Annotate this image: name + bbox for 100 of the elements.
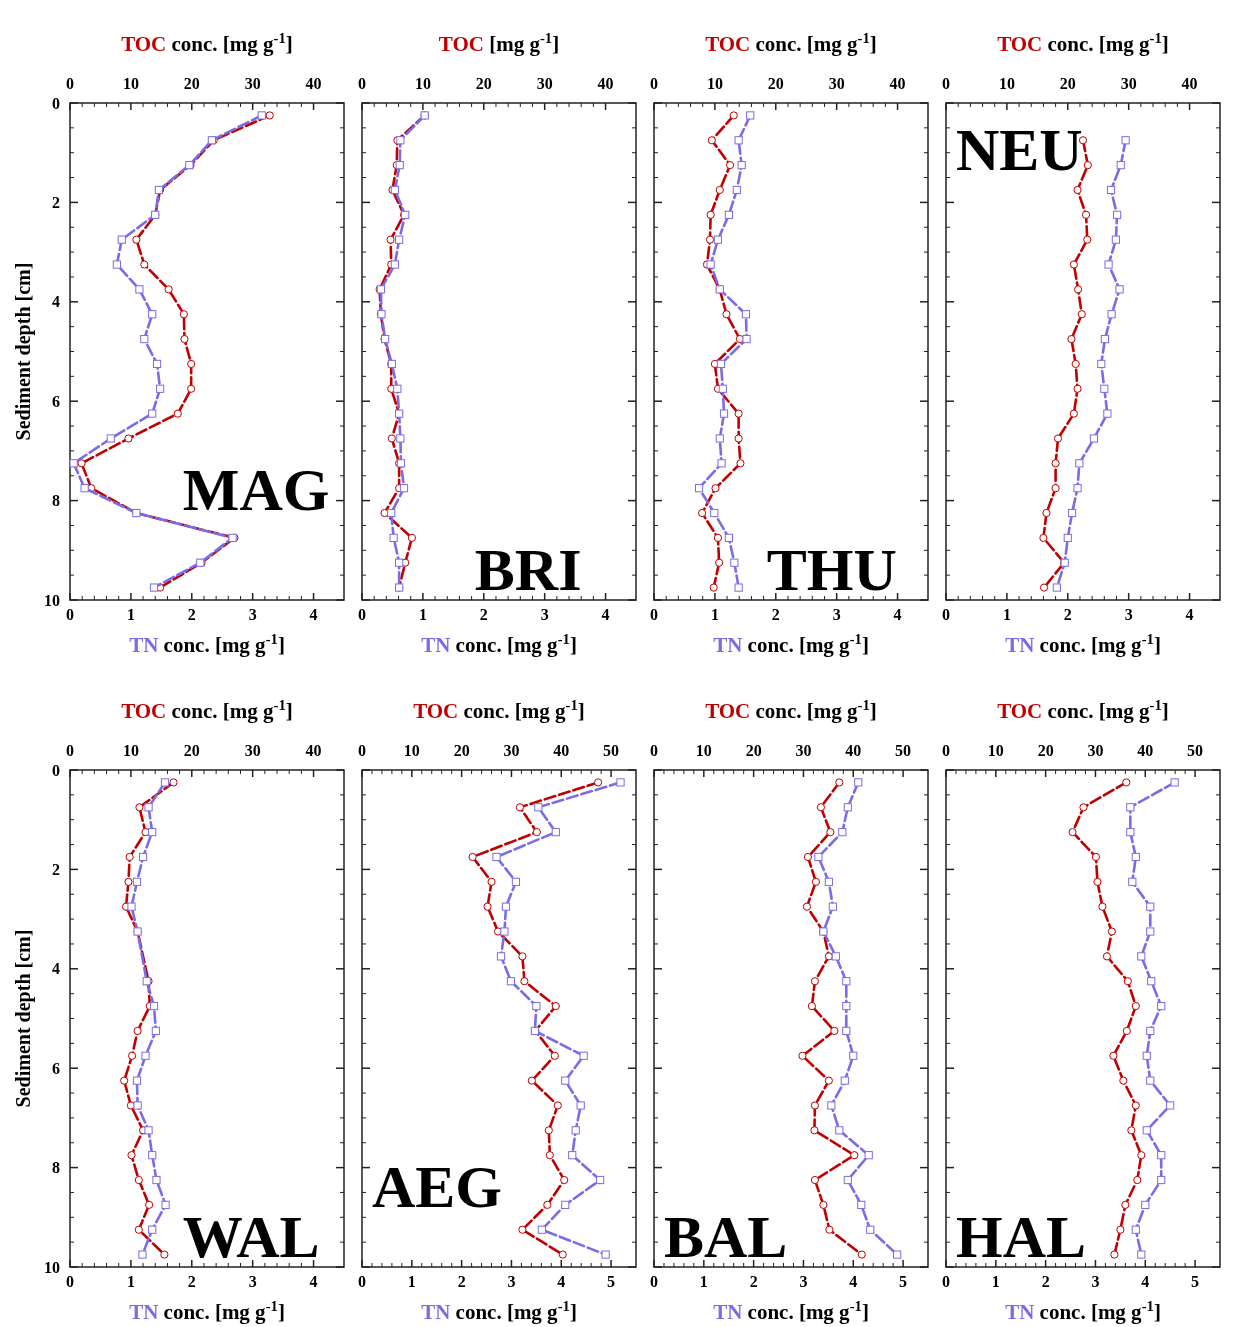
x-axis-title: TN conc. [mg g$^{-1}$] — [713, 1298, 869, 1324]
x-tick-label: 4 — [309, 1273, 318, 1290]
annotation: AEG — [372, 1154, 503, 1220]
x2-tick-label: 30 — [503, 742, 520, 759]
x2-axis-title: TOC [mg g$^{-1}$] — [438, 30, 560, 56]
x2-tick-label: 20 — [453, 742, 470, 759]
x-tick-label: 1 — [126, 606, 135, 623]
y-tick-label: 2 — [52, 861, 60, 878]
x2-tick-label: 0 — [66, 742, 74, 759]
x-axis-title: TN conc. [mg g$^{-1}$] — [1005, 631, 1161, 657]
annotation: BAL — [664, 1204, 788, 1270]
x-tick-label: 4 — [601, 606, 610, 623]
x2-tick-label: 30 — [1120, 75, 1137, 92]
x-tick-label: 4 — [309, 606, 318, 623]
x-tick-label: 4 — [1141, 1273, 1150, 1290]
x-axis-title: TN conc. [mg g$^{-1}$] — [713, 631, 869, 657]
x2-tick-label: 10 — [403, 742, 420, 759]
x-tick-label: 3 — [1124, 606, 1133, 623]
x-tick-label: 3 — [799, 1273, 808, 1290]
x2-axis-title: TOC conc. [mg g$^{-1}$] — [705, 30, 877, 56]
x2-tick-label: 20 — [183, 75, 200, 92]
x2-tick-label: 50 — [603, 742, 620, 759]
x-axis-title: TN conc. [mg g$^{-1}$] — [1005, 1298, 1161, 1324]
x2-tick-label: 10 — [695, 742, 712, 759]
x-tick-label: 5 — [899, 1273, 908, 1290]
x-tick-label: 3 — [540, 606, 549, 623]
x2-tick-label: 30 — [244, 75, 261, 92]
x2-tick-label: 20 — [1059, 75, 1076, 92]
x2-tick-label: 20 — [745, 742, 762, 759]
x2-tick-label: 50 — [1187, 742, 1204, 759]
x2-tick-label: 0 — [66, 75, 74, 92]
x-tick-label: 2 — [1063, 606, 1072, 623]
y-tick-label: 6 — [52, 392, 60, 410]
x2-tick-label: 0 — [358, 742, 366, 759]
x-tick-label: 1 — [991, 1273, 1000, 1290]
x2-tick-label: 10 — [122, 75, 139, 92]
y-tick-label: 4 — [52, 960, 60, 978]
x-tick-label: 4 — [849, 1273, 858, 1290]
x-tick-label: 0 — [358, 1273, 366, 1290]
x-tick-label: 2 — [457, 1273, 466, 1290]
x-tick-label: 0 — [358, 606, 366, 623]
x-tick-label: 1 — [418, 606, 427, 623]
x2-tick-label: 40 — [305, 75, 322, 92]
x2-tick-label: 40 — [845, 742, 862, 759]
x-tick-label: 5 — [1191, 1273, 1200, 1290]
x-tick-label: 3 — [832, 606, 841, 623]
y-tick-label: 8 — [52, 492, 60, 510]
y-tick-label: 4 — [52, 293, 60, 311]
x2-tick-label: 10 — [122, 742, 139, 759]
x-tick-label: 0 — [942, 1273, 950, 1290]
x-tick-label: 3 — [248, 606, 257, 623]
x2-tick-label: 40 — [1137, 742, 1154, 759]
annotation: MAG — [182, 457, 330, 523]
x-tick-label: 3 — [248, 1273, 257, 1290]
y-tick-label: 10 — [44, 1258, 60, 1276]
x2-tick-label: 40 — [305, 742, 322, 759]
x2-tick-label: 10 — [414, 75, 431, 92]
x2-tick-label: 30 — [1087, 742, 1104, 759]
x2-tick-label: 40 — [553, 742, 570, 759]
x2-tick-label: 10 — [998, 75, 1015, 92]
x2-tick-label: 0 — [942, 742, 950, 759]
x2-tick-label: 50 — [895, 742, 912, 759]
y-tick-label: 10 — [44, 591, 60, 609]
x2-axis-title: TOC conc. [mg g$^{-1}$] — [413, 697, 585, 723]
y-tick-label: 2 — [52, 194, 60, 211]
x2-tick-label: 10 — [987, 742, 1004, 759]
x-tick-label: 0 — [66, 606, 74, 623]
y-axis-title: Sediment depth [cm] — [12, 929, 35, 1108]
x-tick-label: 2 — [187, 606, 196, 623]
x2-tick-label: 30 — [795, 742, 812, 759]
x2-axis-title: TOC conc. [mg g$^{-1}$] — [997, 697, 1169, 723]
y-tick-label: 0 — [52, 94, 60, 112]
x-tick-label: 3 — [1091, 1273, 1100, 1290]
x-axis-title: TN conc. [mg g$^{-1}$] — [129, 1298, 285, 1324]
y-axis-title: Sediment depth [cm] — [12, 262, 35, 441]
x-tick-label: 3 — [507, 1273, 516, 1290]
x2-tick-label: 20 — [767, 75, 784, 92]
x-tick-label: 4 — [557, 1273, 566, 1290]
x2-axis-title: TOC conc. [mg g$^{-1}$] — [121, 30, 293, 56]
x-tick-label: 1 — [710, 606, 719, 623]
x2-tick-label: 10 — [706, 75, 723, 92]
x2-tick-label: 30 — [244, 742, 261, 759]
x2-axis-title: TOC conc. [mg g$^{-1}$] — [997, 30, 1169, 56]
x-tick-label: 2 — [749, 1273, 758, 1290]
x2-tick-label: 20 — [183, 742, 200, 759]
x-axis-title: TN conc. [mg g$^{-1}$] — [421, 631, 577, 657]
x-tick-label: 4 — [893, 606, 902, 623]
x-tick-label: 2 — [187, 1273, 196, 1290]
x-tick-label: 1 — [407, 1273, 416, 1290]
x-tick-label: 1 — [1002, 606, 1011, 623]
x2-axis-title: TOC conc. [mg g$^{-1}$] — [121, 697, 293, 723]
x2-tick-label: 40 — [597, 75, 614, 92]
x2-tick-label: 40 — [1181, 75, 1198, 92]
y-tick-label: 6 — [52, 1059, 60, 1077]
x-tick-label: 4 — [1185, 606, 1194, 623]
annotation: HAL — [956, 1204, 1087, 1270]
y-tick-label: 8 — [52, 1159, 60, 1177]
x2-tick-label: 0 — [942, 75, 950, 92]
x-axis-title: TN conc. [mg g$^{-1}$] — [421, 1298, 577, 1324]
annotation: BRI — [474, 537, 582, 603]
